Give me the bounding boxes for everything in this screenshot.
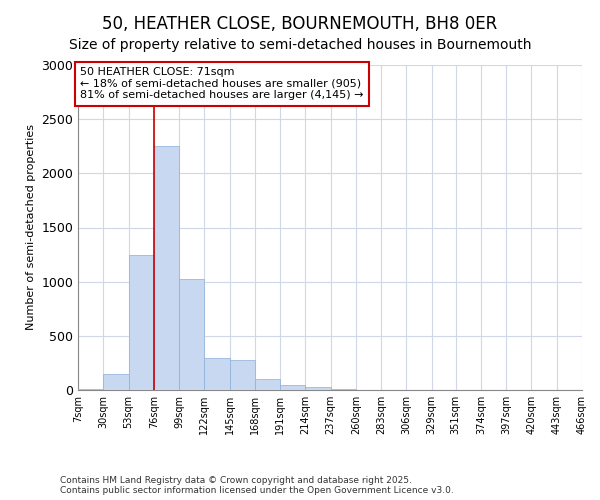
Y-axis label: Number of semi-detached properties: Number of semi-detached properties — [26, 124, 36, 330]
Bar — [154, 146, 179, 390]
Bar — [331, 389, 356, 390]
Bar — [230, 360, 255, 390]
Text: Size of property relative to semi-detached houses in Bournemouth: Size of property relative to semi-detach… — [69, 38, 531, 52]
Text: 50 HEATHER CLOSE: 71sqm
← 18% of semi-detached houses are smaller (905)
81% of s: 50 HEATHER CLOSE: 71sqm ← 18% of semi-de… — [80, 67, 364, 100]
Bar — [103, 374, 128, 390]
Bar — [305, 388, 331, 390]
Text: 50, HEATHER CLOSE, BOURNEMOUTH, BH8 0ER: 50, HEATHER CLOSE, BOURNEMOUTH, BH8 0ER — [103, 15, 497, 33]
Bar — [78, 389, 103, 390]
Bar — [204, 358, 230, 390]
Bar — [128, 254, 154, 390]
Bar — [255, 379, 280, 390]
Bar — [179, 279, 204, 390]
Text: Contains HM Land Registry data © Crown copyright and database right 2025.
Contai: Contains HM Land Registry data © Crown c… — [60, 476, 454, 495]
Bar — [280, 384, 305, 390]
